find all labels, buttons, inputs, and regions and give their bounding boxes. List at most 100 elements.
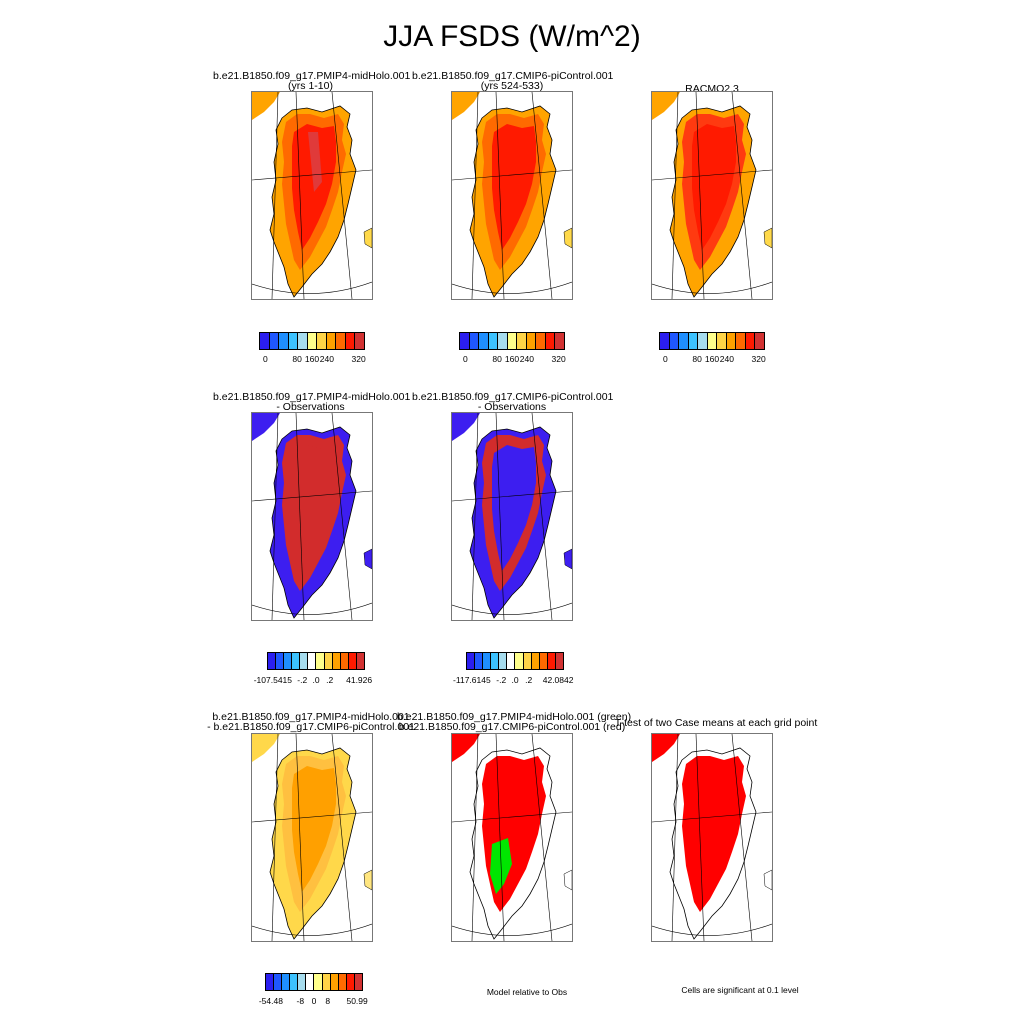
colorbar-swatch [755,333,765,349]
colorbar-swatch [523,653,532,669]
colorbar-swatch [483,653,492,669]
colorbar [659,332,765,350]
colorbar-swatch [356,653,364,669]
colorbar-tick-label: .0 [511,675,519,685]
colorbar-swatch [306,974,315,990]
colorbar-tick-label: .0 [312,675,320,685]
colorbar-swatch [276,653,285,669]
colorbar-swatch [316,653,325,669]
panel-title-line1: RACMO2.3 [685,83,739,95]
graticule-line [252,923,372,936]
graticule-line [471,413,479,620]
colorbar-swatch [460,333,470,349]
panel-title-r1c3: RACMO2.3 [651,83,773,95]
graticule-line [452,169,572,181]
colorbar [265,973,363,991]
graticule-line [252,811,372,823]
colorbar-swatch [717,333,727,349]
ice-sheet-interior [292,766,336,892]
colorbar-swatch [260,333,270,349]
colorbar-swatch [338,974,347,990]
colorbar-swatch [669,333,680,349]
graticule-line [252,490,372,502]
graticule-line [731,734,753,941]
graticule-line [252,281,372,294]
colorbar-swatch [726,333,737,349]
colorbar-swatch [332,653,341,669]
colorbar-swatch [698,333,708,349]
panel-title-line2: - Observations [477,401,547,413]
colorbar-swatch [688,333,699,349]
colorbar-swatch [479,333,489,349]
colorbar-swatch [322,974,331,990]
map-island [363,869,372,891]
note-model-relative: Model relative to Obs [486,987,568,997]
graticule-line [271,92,279,299]
colorbar-tick-label: .2 [525,675,533,685]
map-panel [251,412,373,621]
graticule-line [695,734,705,941]
map-panel [251,91,373,300]
graticule-line [652,811,772,823]
panel-title-line1: b.e21.B1850.f09_g17.CMIP6-piControl.001 [412,70,614,82]
colorbar-swatch [707,333,718,349]
colorbar-swatch [536,333,546,349]
colorbar-swatch [269,333,280,349]
panel-title-line2: b.e21.B1850.f09_g17.CMIP6-piControl.001 … [398,721,626,733]
colorbar-swatch [282,974,291,990]
colorbar-swatch [307,333,318,349]
colorbar-tick-label: 320 [351,354,366,364]
colorbar-swatch [330,974,339,990]
colorbar-swatch [326,333,337,349]
colorbar-swatch [745,333,756,349]
map-panel [251,733,373,942]
graticule-line [495,734,505,941]
greenland-map [252,413,372,620]
map-fringe [252,413,280,441]
colorbar-tick-label: 0 [462,354,468,364]
graticule-line [271,734,279,941]
colorbar [466,652,564,670]
colorbar-tick-label: -54.48 [258,996,283,1006]
colorbar-swatch [340,653,349,669]
map-fringe [452,734,480,762]
graticule-line [495,413,505,620]
colorbar-tick-label: 160 [504,354,520,364]
panel-title-r3c3: T-test of two Case means at each grid po… [606,718,826,729]
colorbar-tick-label: 320 [751,354,766,364]
map-island [563,548,572,570]
greenland-map [652,734,772,941]
colorbar-swatch [555,333,565,349]
graticule-line [452,281,572,294]
colorbar-tick-label: .2 [326,675,334,685]
ice-sheet-interior [492,124,536,250]
panel-title-line2: (yrs 1-10) [288,80,333,92]
map-highlight-region [308,132,322,192]
ice-sheet-interior [492,445,536,571]
colorbar-swatch [467,653,476,669]
ice-sheet-interior [692,124,736,250]
colorbar-swatch [526,333,537,349]
colorbar-swatch [507,333,518,349]
graticule-line [271,413,279,620]
graticule-line [471,92,479,299]
colorbar-swatch [498,333,508,349]
greenland-map [452,92,572,299]
colorbar-swatch [268,653,277,669]
map-fringe [652,734,680,762]
colorbar-swatch [292,653,301,669]
colorbar-swatch [300,653,309,669]
map-fringe [252,734,280,762]
colorbar-swatch [660,333,670,349]
colorbar-tick-label: 80 [292,354,302,364]
colorbar-swatch [308,653,317,669]
colorbar-swatch [469,333,480,349]
colorbar-swatch [736,333,746,349]
colorbar-swatch [274,974,283,990]
colorbar-swatch [679,333,689,349]
colorbar-swatch [266,974,275,990]
colorbar-swatch [491,653,500,669]
colorbar-swatch [345,333,356,349]
map-island [363,227,372,249]
colorbar-swatch [517,333,527,349]
